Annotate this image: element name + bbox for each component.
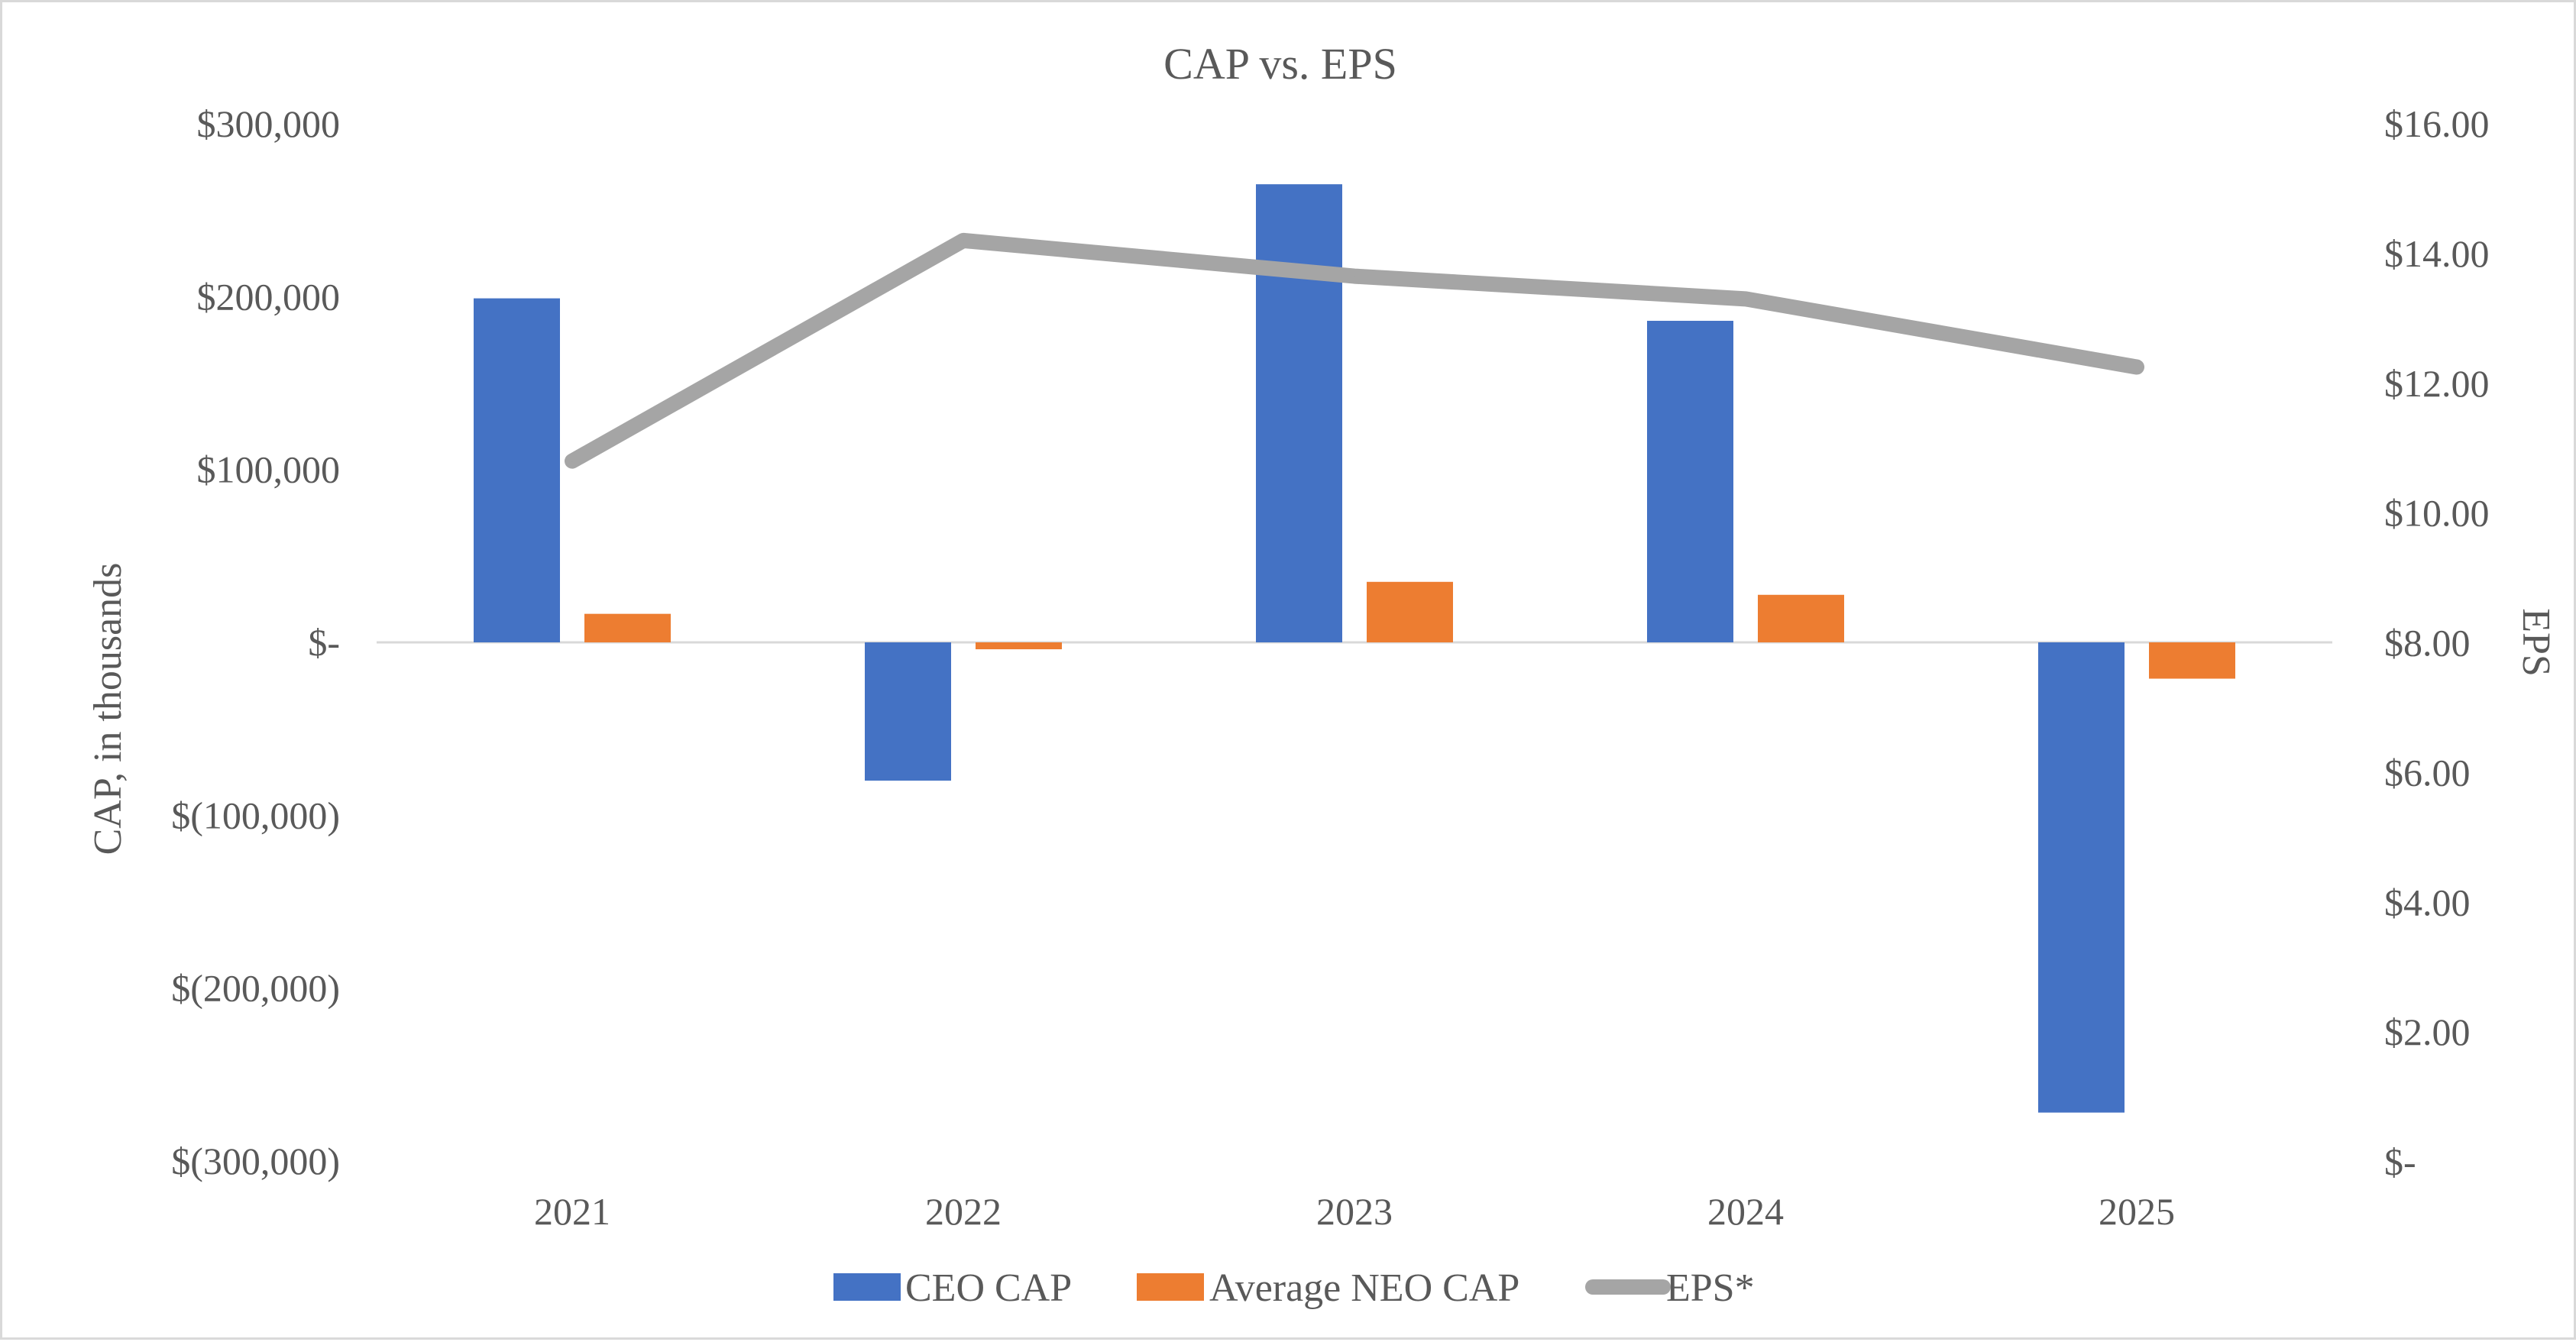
left-tick-label: $(300,000)	[171, 1140, 340, 1182]
ceo-cap-bar	[1256, 184, 1342, 642]
right-tick-label: $4.00	[2384, 881, 2471, 923]
eps-line-layer	[565, 232, 2144, 469]
right-tick-label: $10.00	[2384, 492, 2490, 535]
left-tick-label: $-	[308, 621, 340, 664]
x-tick-label: 2025	[2099, 1190, 2175, 1233]
ceo-cap-bar	[474, 298, 560, 642]
right-axis: $16.00 $14.00 $12.00 $10.00 $8.00 $6.00 $4.00 $…	[2384, 102, 2490, 1183]
left-tick-label: $(100,000)	[171, 794, 340, 836]
neo-cap-bar	[2149, 642, 2235, 679]
legend: CEO CAP Average NEO CAP EPS*	[833, 1266, 1755, 1310]
right-tick-label: $14.00	[2384, 232, 2490, 275]
x-tick-label: 2021	[534, 1190, 610, 1233]
y2-axis-title: EPS	[2514, 608, 2558, 677]
bars-layer	[474, 184, 2235, 1113]
left-tick-label: $200,000	[197, 275, 341, 318]
legend-label: CEO CAP	[905, 1266, 1072, 1310]
right-tick-label: $16.00	[2384, 102, 2490, 145]
left-axis: $300,000 $200,000 $100,000 $- $(100,000) $(20…	[171, 102, 340, 1182]
ceo-cap-bar	[1647, 321, 1733, 642]
right-tick-label: $12.00	[2384, 362, 2490, 405]
y-axis-title: CAP, in thousands	[86, 563, 130, 855]
right-tick-label: $6.00	[2384, 751, 2471, 794]
legend-label: Average NEO CAP	[1209, 1266, 1519, 1310]
right-tick-label: $8.00	[2384, 622, 2471, 665]
x-axis: 2021 2022 2023 2024 2025	[377, 641, 2332, 1233]
eps-point	[963, 239, 964, 241]
eps-line	[565, 232, 2144, 469]
right-tick-label: $-	[2384, 1140, 2416, 1183]
eps-point	[1745, 298, 1746, 300]
eps-point	[571, 460, 573, 462]
x-tick-label: 2023	[1316, 1190, 1393, 1233]
eps-point	[1354, 275, 1355, 277]
x-tick-label: 2022	[925, 1190, 1002, 1233]
neo-cap-bar	[1367, 581, 1453, 642]
legend-swatch	[833, 1273, 901, 1301]
left-tick-label: $300,000	[197, 102, 341, 145]
chart-title: CAP vs. EPS	[1163, 39, 1397, 89]
neo-cap-bar	[584, 613, 671, 642]
ceo-cap-bar	[865, 642, 951, 781]
neo-cap-bar	[1758, 594, 1844, 642]
legend-label: EPS*	[1666, 1266, 1755, 1310]
legend-swatch	[1137, 1273, 1204, 1301]
x-tick-label: 2024	[1707, 1190, 1784, 1233]
neo-cap-bar	[976, 642, 1062, 650]
right-tick-label: $2.00	[2384, 1011, 2471, 1053]
left-tick-label: $100,000	[197, 448, 341, 491]
eps-point	[2136, 366, 2137, 368]
left-tick-label: $(200,000)	[171, 967, 340, 1010]
ceo-cap-bar	[2038, 642, 2125, 1113]
